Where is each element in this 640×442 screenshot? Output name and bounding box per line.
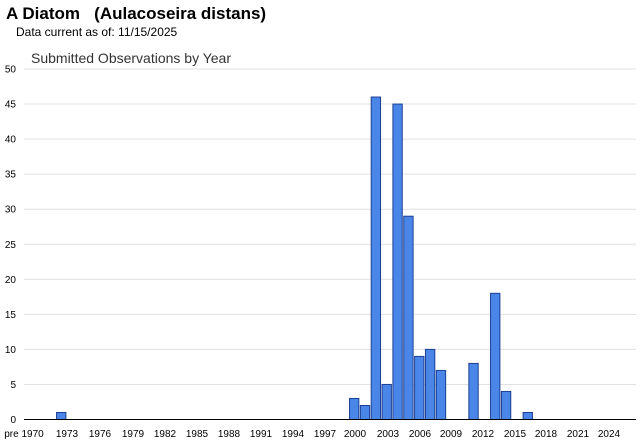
page-title: A Diatom (Aulacoseira distans) (6, 4, 267, 23)
y-tick-label: 30 (5, 205, 17, 216)
y-tick-label: 10 (5, 345, 17, 356)
x-tick-label: 1973 (56, 429, 79, 440)
x-tick-label: 2018 (535, 429, 558, 440)
y-tick-label: 0 (10, 415, 16, 426)
bar-1999 (349, 397, 360, 421)
y-tick-label: 5 (10, 380, 16, 391)
x-tick-label: 2000 (344, 429, 367, 440)
y-tick-label: 20 (5, 275, 17, 286)
x-tick-label: 1994 (282, 429, 305, 440)
bar-1972 (56, 411, 67, 420)
y-axis-ticks: 0 5 10 15 20 25 30 35 40 45 50 (5, 65, 17, 427)
bar-2003 (392, 103, 403, 421)
x-tick-label: 1991 (250, 429, 273, 440)
y-tick-label: 50 (5, 65, 17, 76)
y-tick-label: 35 (5, 170, 17, 181)
x-tick-label: 2006 (409, 429, 432, 440)
bar-2007 (435, 369, 447, 420)
y-tick-label: 25 (5, 240, 17, 251)
chart-title: Submitted Observations by Year (31, 50, 231, 66)
bar-2000 (359, 404, 371, 421)
bar-2015 (522, 411, 533, 420)
x-tick-label: 2012 (472, 429, 495, 440)
x-tick-label: pre 1970 (4, 429, 44, 440)
bar-2013 (500, 390, 512, 420)
y-tick-label: 40 (5, 135, 17, 146)
x-tick-label: 1997 (314, 429, 337, 440)
bar-2002 (381, 383, 392, 421)
bar-2010 (468, 362, 479, 421)
x-tick-label: 2024 (598, 429, 621, 440)
x-tick-label: 2021 (567, 429, 590, 440)
x-axis-ticks: pre 1970 1973 1976 1979 1982 1985 1988 1991 1994… (4, 429, 620, 440)
x-tick-label: 1988 (218, 429, 241, 440)
data-current-text: Data current as of: 11/15/2025 (16, 25, 178, 39)
x-tick-label: 1985 (186, 429, 209, 440)
x-tick-label: 1976 (89, 429, 112, 440)
bar-2004 (403, 215, 414, 420)
bar-2006 (424, 348, 436, 420)
x-tick-label: 2009 (440, 429, 463, 440)
x-tick-label: 2015 (504, 429, 527, 440)
grid-lines (24, 68, 636, 385)
x-tick-label: 1979 (122, 429, 145, 440)
y-tick-label: 45 (5, 100, 17, 111)
y-tick-label: 15 (5, 310, 17, 321)
x-tick-label: 2003 (377, 429, 400, 440)
bars (56, 96, 533, 421)
bar-2001 (370, 96, 382, 420)
bar-2005 (414, 355, 425, 421)
x-tick-label: 1982 (154, 429, 177, 440)
bar-2012 (490, 292, 501, 421)
